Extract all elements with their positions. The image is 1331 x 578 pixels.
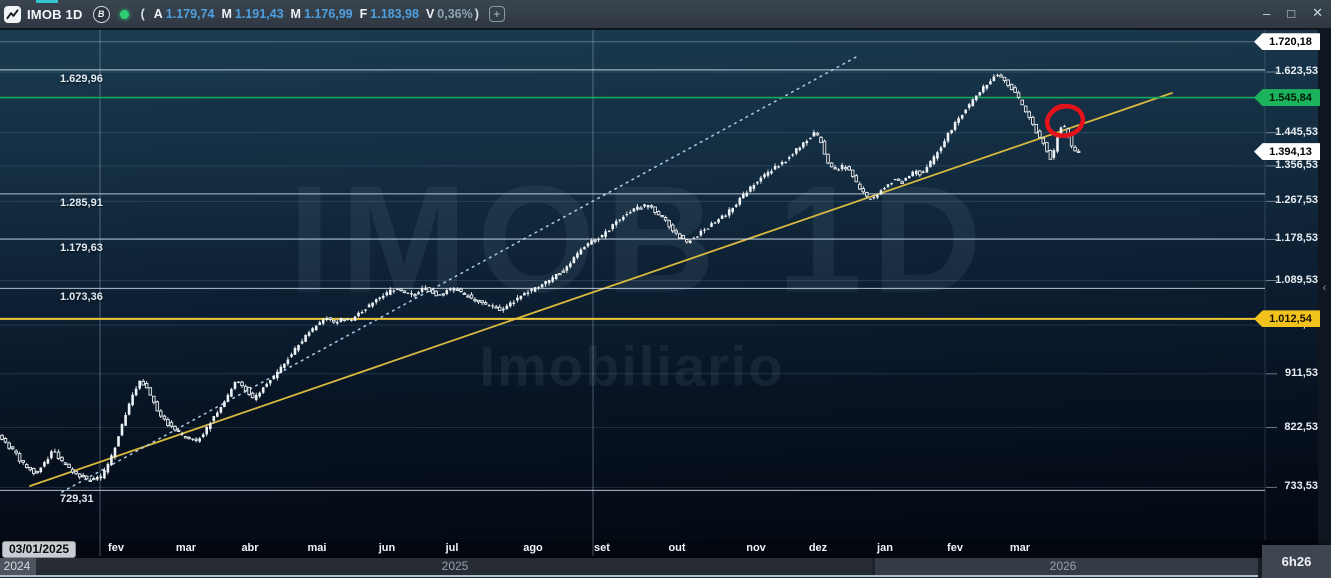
window-controls: – □ ✕ — [1263, 0, 1323, 26]
timeline-navigator[interactable]: 2024 2025 2026 — [0, 558, 1331, 578]
date-axis-background — [0, 540, 1331, 558]
navigator-year-label: 2025 — [441, 559, 469, 573]
month-label: fev — [108, 542, 124, 554]
trendlines-layer — [29, 55, 1173, 493]
candles-layer — [0, 73, 1081, 482]
month-label: abr — [241, 542, 259, 554]
symbol-title: IMOB 1D — [27, 6, 83, 22]
quote-field-label: M — [221, 7, 232, 21]
toolbar: IMOB 1D B (A 1.179,74 M 1.191,43 M 1.176,99 F 1… — [0, 0, 1331, 30]
axis-price-label: 1.445,53 — [1275, 125, 1318, 138]
chart-type-icon[interactable] — [4, 5, 21, 23]
month-label: mar — [175, 542, 197, 554]
month-label: nov — [746, 542, 766, 554]
month-label: jul — [445, 542, 459, 554]
collapse-arrow-icon[interactable]: ‹ — [1322, 281, 1327, 294]
quote-field-label: M — [290, 7, 301, 21]
quote-field-label: F — [359, 7, 368, 21]
axis-ticks-layer — [1266, 71, 1277, 488]
vertical-gridlines-layer — [99, 30, 1266, 556]
navigator-segment-2026[interactable] — [875, 558, 1258, 575]
level-lines-layer — [0, 41, 1265, 491]
quote-field-label: V — [425, 7, 435, 21]
level-price-label: 1.285,91 — [60, 196, 103, 209]
maximize-button[interactable]: □ — [1287, 5, 1296, 21]
level-price-label: 729,31 — [60, 493, 94, 506]
quote-field-value: 1.191,43 — [234, 7, 284, 21]
month-label: jun — [378, 542, 396, 554]
level-price-label: 1.073,36 — [60, 291, 103, 304]
month-label: jan — [877, 542, 893, 554]
candle-countdown: 6h26 — [1262, 545, 1331, 578]
add-indicator-button[interactable]: + — [488, 6, 505, 22]
month-label: mai — [307, 542, 327, 554]
axis-price-label: 1.356,53 — [1275, 158, 1318, 171]
month-label: set — [594, 542, 610, 554]
axis-price-label: 822,53 — [1284, 420, 1318, 433]
annotation-circle — [1044, 103, 1086, 138]
month-label: mar — [1009, 542, 1031, 554]
level-price-label: 1.629,96 — [60, 72, 103, 85]
panel-collapse-strip[interactable]: ‹ — [1318, 30, 1331, 545]
quote-field-value: 1.176,99 — [303, 7, 353, 21]
month-label: fev — [947, 542, 963, 554]
close-button[interactable]: ✕ — [1312, 5, 1323, 20]
axis-price-label: 733,53 — [1284, 480, 1318, 493]
month-label: ago — [523, 542, 543, 554]
quote-summary: (A 1.179,74 M 1.191,43 M 1.176,99 F 1.183,98 V 0,… — [139, 7, 481, 21]
axis-price-label: 1.089,53 — [1275, 273, 1318, 286]
navigator-year-label: 2026 — [1049, 559, 1077, 573]
quote-field-label: A — [153, 7, 163, 21]
active-tab-indicator — [36, 0, 58, 3]
navigator-segment-2025[interactable] — [36, 558, 872, 575]
quote-paren-close: ) — [474, 7, 479, 21]
axis-price-label: 911,53 — [1284, 366, 1318, 379]
chart-background — [0, 28, 1331, 578]
level-price-label: 1.179,63 — [60, 241, 103, 254]
first-date-label: 03/01/2025 — [2, 541, 77, 558]
price-tag: 1.720,18 — [1254, 33, 1320, 51]
month-label: out — [668, 542, 686, 554]
price-tag: 1.394,13 — [1254, 143, 1320, 161]
quote-field-value: 1.179,74 — [165, 7, 215, 21]
navigator-segment-2024[interactable] — [0, 558, 36, 575]
navigator-bottom-line — [0, 575, 1258, 577]
minimize-button[interactable]: – — [1263, 5, 1271, 21]
quote-field-value: 0,36% — [437, 7, 473, 21]
axis-price-label: 1.267,53 — [1275, 194, 1318, 207]
zigzag-trend-icon — [6, 8, 19, 19]
status-dot — [119, 9, 129, 19]
quote-field-value: 1.183,98 — [370, 7, 419, 21]
quote-paren-open: ( — [140, 7, 145, 21]
navigator-year-label: 2024 — [3, 559, 31, 573]
axis-price-label: 1.623,53 — [1275, 65, 1318, 77]
axis-price-label: 1.178,53 — [1275, 232, 1318, 245]
price-tag: 1.545,84 — [1254, 89, 1320, 107]
exchange-badge: B — [92, 5, 110, 23]
price-tag: 1.012,54 — [1254, 310, 1320, 328]
month-label: dez — [808, 542, 828, 554]
